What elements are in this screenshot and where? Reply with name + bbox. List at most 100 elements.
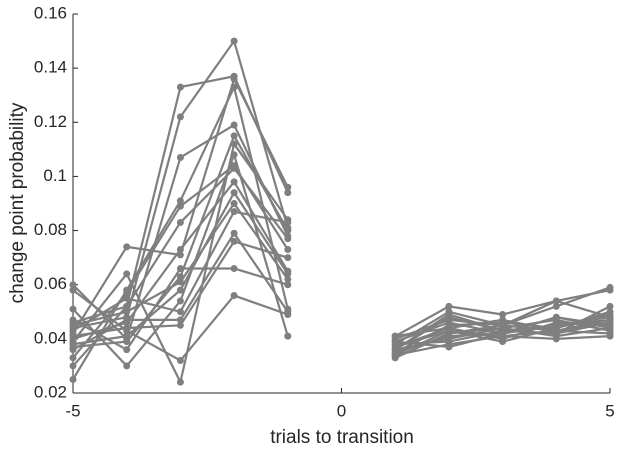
point [230, 164, 238, 172]
x-axis-label: trials to transition [270, 427, 414, 448]
point [123, 302, 131, 310]
x-tick-label: 5 [605, 401, 614, 420]
y-tick-label: 0.04 [34, 328, 67, 347]
point [230, 132, 238, 140]
point [445, 310, 453, 318]
point [552, 302, 560, 310]
point [284, 183, 292, 191]
point [552, 321, 560, 329]
point [606, 332, 614, 340]
point [391, 338, 399, 346]
point [284, 235, 292, 243]
point [284, 332, 292, 340]
point [176, 378, 184, 386]
point [445, 302, 453, 310]
point [445, 343, 453, 351]
point [123, 308, 131, 316]
point [176, 308, 184, 316]
point [606, 313, 614, 321]
point [123, 316, 131, 324]
point [606, 319, 614, 327]
x-tick-label: 0 [337, 401, 346, 420]
point [230, 178, 238, 186]
point [230, 292, 238, 300]
y-tick-label: 0.06 [34, 274, 67, 293]
series-line [72, 123, 611, 354]
point [69, 321, 77, 329]
point [176, 357, 184, 365]
point [69, 316, 77, 324]
point [69, 286, 77, 294]
point [69, 332, 77, 340]
point [69, 305, 77, 313]
point [284, 246, 292, 254]
point [176, 83, 184, 91]
point [123, 294, 131, 302]
point [123, 327, 131, 335]
point [552, 335, 560, 343]
point [230, 189, 238, 197]
point [123, 289, 131, 297]
y-tick-label: 0.14 [34, 58, 67, 77]
point [69, 354, 77, 362]
point [176, 286, 184, 294]
point [284, 227, 292, 235]
point [230, 208, 238, 216]
point [230, 200, 238, 207]
point [176, 297, 184, 305]
point [499, 310, 507, 318]
point [69, 375, 77, 383]
point [391, 346, 399, 354]
point [445, 329, 453, 337]
point [123, 338, 131, 346]
point [176, 273, 184, 281]
point [176, 113, 184, 121]
y-tick-label: 0.08 [34, 220, 67, 239]
point [606, 283, 614, 291]
point [123, 346, 131, 354]
point [123, 270, 131, 278]
point [391, 354, 399, 362]
point [176, 153, 184, 161]
y-tick-label: 0.1 [43, 166, 67, 185]
point [123, 362, 131, 370]
y-tick-label: 0.12 [34, 112, 67, 131]
point [552, 327, 560, 335]
point [606, 302, 614, 310]
point [499, 338, 507, 346]
point [499, 316, 507, 324]
point [391, 332, 399, 340]
point [552, 313, 560, 321]
point [176, 218, 184, 226]
point [230, 229, 238, 237]
point [176, 202, 184, 210]
point [445, 316, 453, 324]
point [230, 83, 238, 91]
x-tick-label: -5 [65, 401, 80, 420]
point [123, 243, 131, 251]
point [284, 310, 292, 318]
point [284, 189, 292, 197]
point [69, 343, 77, 351]
point [176, 197, 184, 205]
y-tick-label: 0.16 [34, 3, 67, 22]
point [284, 218, 292, 226]
point [230, 37, 238, 45]
point [69, 327, 77, 335]
point [499, 321, 507, 329]
y-tick-label: 0.02 [34, 382, 67, 401]
point [552, 297, 560, 305]
point [499, 329, 507, 337]
point [230, 151, 238, 159]
point [230, 121, 238, 129]
point [230, 264, 238, 272]
y-axis-label: change point probability [7, 102, 28, 303]
point [606, 308, 614, 316]
point [284, 275, 292, 283]
point [230, 237, 238, 245]
point [445, 324, 453, 332]
point [284, 281, 292, 289]
point [176, 246, 184, 254]
point [176, 321, 184, 329]
